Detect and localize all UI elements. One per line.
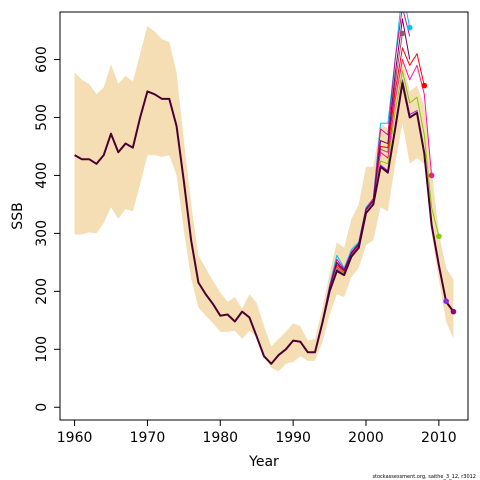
x-tick-label-2000: 2000 — [348, 430, 384, 446]
y-tick-label-400: 400 — [34, 162, 50, 189]
x-axis-title: Year — [248, 454, 279, 470]
y-tick-label-300: 300 — [34, 220, 50, 247]
retro-end-point-1 — [406, 24, 413, 31]
y-tick-label-200: 200 — [34, 278, 50, 305]
x-tick-label-1960: 1960 — [57, 430, 93, 446]
retro-end-point-4 — [428, 172, 435, 179]
retro-end-point-5 — [436, 233, 442, 240]
x-tick-label-1990: 1990 — [275, 430, 311, 446]
x-tick-label-2010: 2010 — [421, 430, 457, 446]
y-tick-label-100: 100 — [34, 336, 50, 363]
y-axis-title: SSB — [10, 202, 26, 229]
confidence-band — [74, 25, 454, 372]
x-tick-label-1980: 1980 — [202, 430, 238, 446]
y-tick-label-500: 500 — [34, 104, 50, 131]
retro-end-point-2 — [399, 30, 406, 37]
y-tick-label-0: 0 — [34, 403, 50, 412]
x-tick-label-1970: 1970 — [130, 430, 166, 446]
y-tick-label-600: 600 — [34, 46, 50, 73]
credit-text: stockassessment.org, saithe_3_12, r3012 — [372, 474, 476, 480]
retro-end-point-3 — [421, 82, 428, 89]
series-layer — [74, 12, 455, 365]
y-axis: 0 100 200 300 400 500 600 — [34, 46, 60, 412]
final-point — [450, 308, 457, 315]
x-axis: 1960 1970 1980 1990 2000 2010 — [57, 420, 457, 446]
points-layer — [399, 24, 457, 315]
main-ssb-line — [74, 81, 455, 365]
plot-frame — [59, 11, 469, 421]
confidence-band-layer — [74, 25, 454, 372]
retro-end-point-6 — [443, 298, 449, 304]
